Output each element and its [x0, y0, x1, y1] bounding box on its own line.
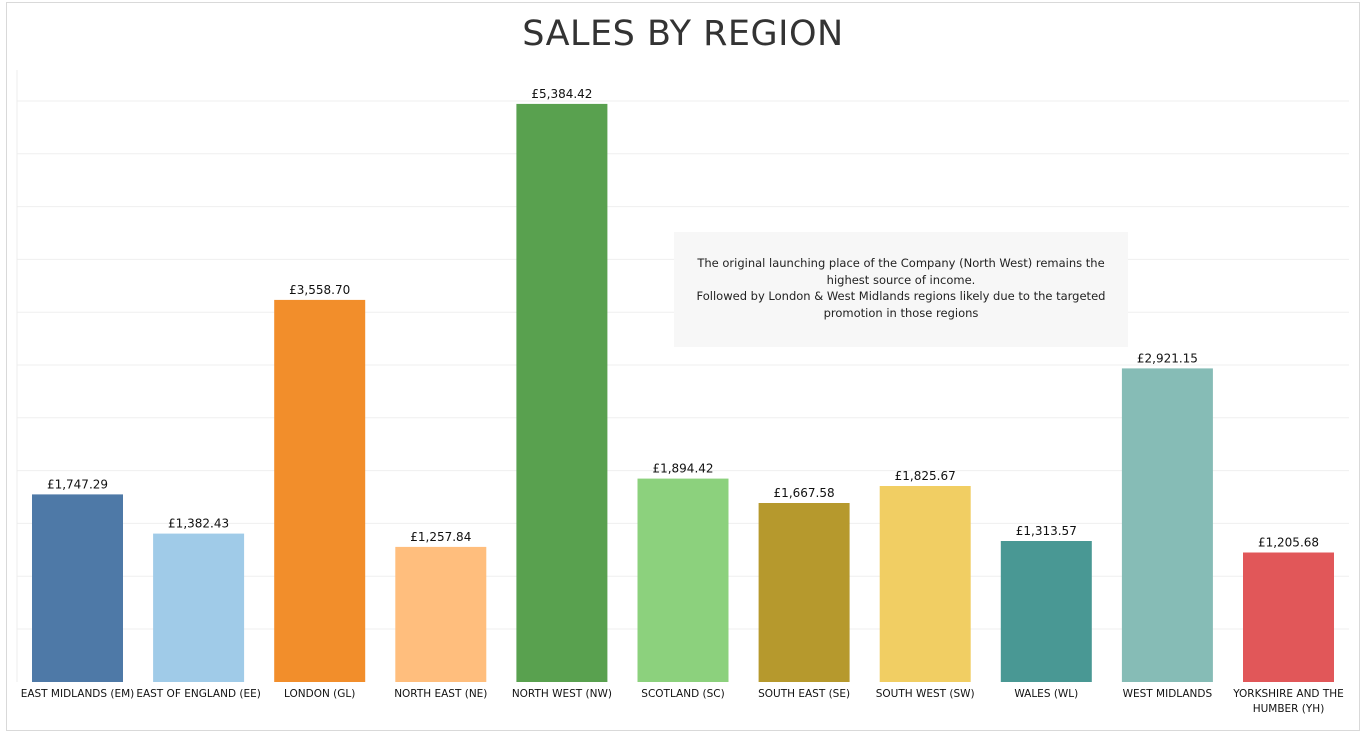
bar[interactable] — [395, 546, 487, 682]
x-tick-label: SCOTLAND (SC) — [641, 688, 724, 700]
chart-title: SALES BY REGION — [522, 14, 844, 54]
bar[interactable] — [516, 103, 608, 682]
x-tick-label: WALES (WL) — [1014, 688, 1078, 700]
x-tick-label: EAST MIDLANDS (EM) — [21, 688, 135, 700]
bar[interactable] — [1000, 541, 1092, 682]
data-label: £1,894.42 — [652, 462, 713, 476]
bar[interactable] — [758, 503, 850, 682]
bar[interactable] — [153, 533, 245, 682]
chart-annotation: The original launching place of the Comp… — [674, 232, 1128, 347]
data-label: £1,382.43 — [168, 517, 229, 531]
data-label: £1,205.68 — [1258, 536, 1319, 550]
annotation-line-1: The original launching place of the Comp… — [697, 256, 1105, 270]
bar[interactable] — [1243, 552, 1334, 683]
bar[interactable] — [32, 494, 123, 682]
data-label: £1,667.58 — [774, 486, 835, 500]
data-label: £5,384.42 — [531, 87, 592, 101]
bar[interactable] — [637, 478, 729, 682]
data-label: £1,257.84 — [410, 530, 471, 544]
bar[interactable] — [274, 299, 366, 682]
data-label: £1,825.67 — [895, 469, 956, 483]
x-tick-label: YORKSHIRE AND THE HUMBER (YH) — [1232, 688, 1344, 715]
x-tick-label: WEST MIDLANDS — [1123, 688, 1213, 700]
annotation-line-3: Followed by London & West Midlands regio… — [696, 289, 1106, 303]
data-label: £1,747.29 — [47, 477, 108, 491]
x-tick-label: LONDON (GL) — [284, 688, 355, 700]
x-tick-label: SOUTH WEST (SW) — [876, 688, 975, 700]
x-tick-label: NORTH WEST (NW) — [512, 688, 612, 700]
data-label: £1,313.57 — [1016, 524, 1077, 538]
annotation-line-2: highest source of income. — [826, 272, 976, 287]
x-tick-label: EAST OF ENGLAND (EE) — [136, 688, 261, 700]
data-label: £2,921.15 — [1137, 351, 1198, 365]
data-label: £3,558.70 — [289, 283, 350, 297]
annotation-line-4: promotion in those regions — [823, 305, 979, 320]
x-tick-label: NORTH EAST (NE) — [394, 688, 487, 700]
bar[interactable] — [1121, 368, 1213, 682]
x-tick-label: SOUTH EAST (SE) — [758, 688, 850, 700]
bar[interactable] — [879, 486, 971, 682]
